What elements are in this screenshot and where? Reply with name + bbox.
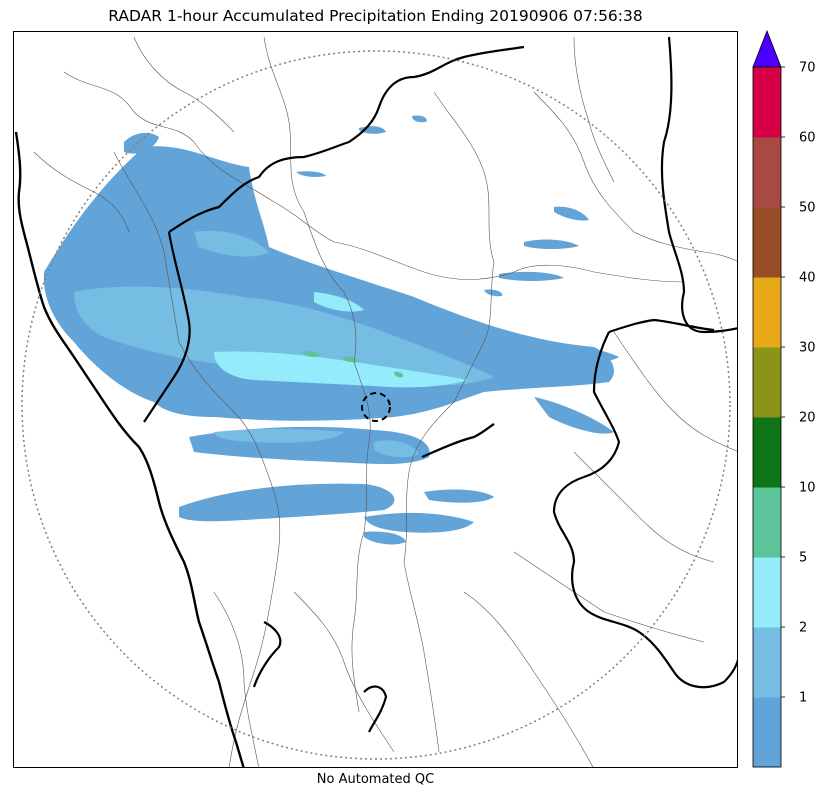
precip-area-light (364, 512, 474, 533)
precip-area-light (364, 531, 406, 545)
colorbar-tick-label: 2 (799, 621, 807, 636)
precip-area-intense (302, 351, 320, 357)
colorbar-tick-label: 30 (799, 341, 816, 356)
precip-area-moderate (214, 429, 344, 443)
precip-area-light (179, 483, 395, 522)
radar-range-ring (21, 50, 731, 760)
precip-area-light (424, 489, 494, 503)
precip-area-light (524, 239, 579, 249)
colorbar-tick-label: 5 (799, 551, 807, 566)
colorbar-tick-label: 20 (799, 411, 816, 426)
district-boundaries (33, 36, 737, 767)
colorbar-bin (753, 627, 781, 698)
precip-area-intense (394, 371, 404, 378)
colorbar-tick-label: 40 (799, 271, 816, 286)
precip-area-light (484, 289, 503, 297)
radar-map[interactable] (13, 31, 738, 768)
precip-area-heavy (214, 351, 469, 388)
colorbar-bin (753, 557, 781, 628)
colorbar-bin (753, 277, 781, 348)
precipitation-colorbar: 1 2 5 10 20 30 40 50 60 70 (752, 29, 816, 768)
precip-area-moderate (74, 286, 494, 386)
precip-area-light (499, 271, 564, 281)
precip-area-moderate (374, 440, 419, 458)
precip-area-light (412, 115, 427, 123)
precip-area-moderate (194, 230, 269, 257)
colorbar-tick-label: 10 (799, 481, 816, 496)
colorbar-tick-label: 70 (799, 61, 816, 76)
precip-area-light (296, 171, 326, 177)
colorbar-bin (753, 207, 781, 278)
colorbar-tick-label: 50 (799, 201, 816, 216)
map-canvas (14, 36, 737, 767)
colorbar-ticks: 1 2 5 10 20 30 40 50 60 70 (781, 61, 816, 706)
colorbar-tick-label: 60 (799, 131, 816, 146)
precip-area-light (124, 132, 159, 154)
colorbar-bin (753, 417, 781, 488)
precipitation-moderate-layer (74, 230, 494, 458)
colorbar-bins (753, 67, 781, 768)
map-title: RADAR 1-hour Accumulated Precipitation E… (108, 7, 643, 25)
colorbar-tick-label: 1 (799, 691, 807, 706)
colorbar-bin (753, 137, 781, 208)
colorbar-bin (753, 487, 781, 558)
colorbar-bin (753, 67, 781, 138)
qc-note: No Automated QC (316, 772, 435, 787)
colorbar-bin (753, 347, 781, 418)
precip-area-light (534, 397, 614, 434)
precipitation-intense-layer (302, 351, 404, 378)
coastline (14, 131, 245, 767)
precipitation-heavy-layer (214, 292, 469, 388)
precip-area-light (534, 343, 619, 363)
precip-area-light (554, 206, 589, 221)
radar-site-marker (361, 392, 391, 422)
precip-area-intense (342, 356, 359, 363)
colorbar-extend-arrow (752, 29, 782, 68)
precip-area-heavy (314, 292, 364, 312)
state-borders (143, 36, 737, 733)
colorbar-bin (753, 697, 781, 768)
